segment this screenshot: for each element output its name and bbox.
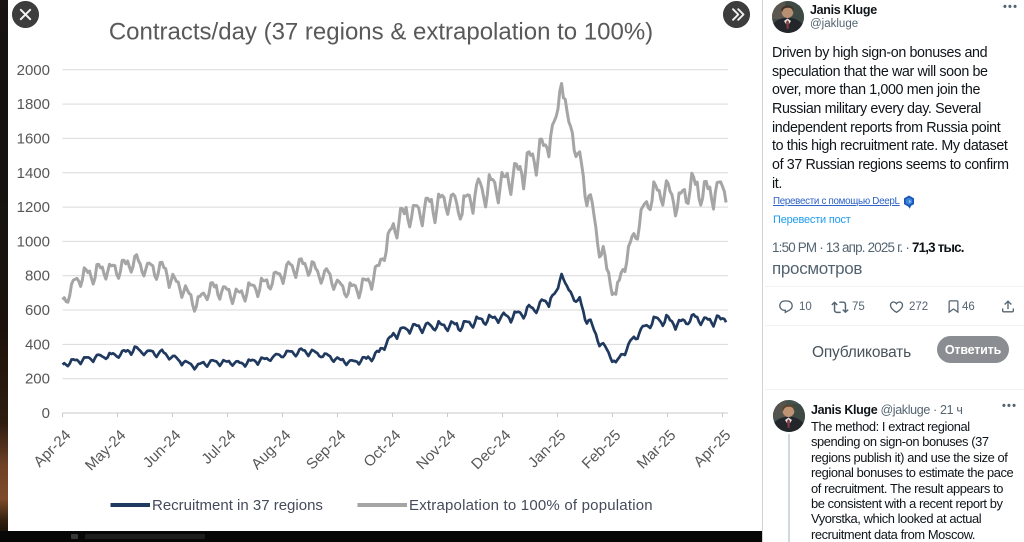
- svg-text:Oct-24: Oct-24: [360, 427, 404, 471]
- svg-text:0: 0: [42, 405, 50, 422]
- svg-text:Sep-24: Sep-24: [303, 427, 349, 473]
- svg-text:2000: 2000: [17, 62, 50, 79]
- svg-text:1800: 1800: [17, 96, 50, 113]
- svg-text:Jul-24: Jul-24: [198, 427, 239, 468]
- svg-text:Nov-24: Nov-24: [413, 427, 459, 473]
- svg-text:Aug-24: Aug-24: [248, 427, 294, 473]
- svg-text:Apr-24: Apr-24: [30, 427, 74, 471]
- svg-text:400: 400: [25, 336, 50, 353]
- svg-text:Recruitment in 37 regions: Recruitment in 37 regions: [152, 497, 323, 514]
- svg-text:Extrapolation to 100% of popul: Extrapolation to 100% of population: [409, 497, 653, 514]
- svg-text:Contracts/day (37 regions & ex: Contracts/day (37 regions & extrapolatio…: [109, 19, 653, 46]
- svg-text:1400: 1400: [17, 165, 50, 182]
- svg-text:Feb-25: Feb-25: [579, 427, 625, 473]
- svg-text:May-24: May-24: [82, 427, 129, 474]
- svg-text:1600: 1600: [17, 130, 50, 147]
- svg-text:200: 200: [25, 371, 50, 388]
- svg-text:Dec-24: Dec-24: [468, 427, 514, 473]
- svg-text:Apr-25: Apr-25: [690, 427, 734, 471]
- svg-text:1000: 1000: [17, 233, 50, 250]
- svg-text:600: 600: [25, 302, 50, 319]
- svg-text:800: 800: [25, 268, 50, 285]
- svg-text:Jun-24: Jun-24: [140, 427, 184, 471]
- svg-text:Jan-25: Jan-25: [525, 427, 569, 471]
- svg-text:Mar-25: Mar-25: [634, 427, 680, 473]
- svg-text:1200: 1200: [17, 199, 50, 216]
